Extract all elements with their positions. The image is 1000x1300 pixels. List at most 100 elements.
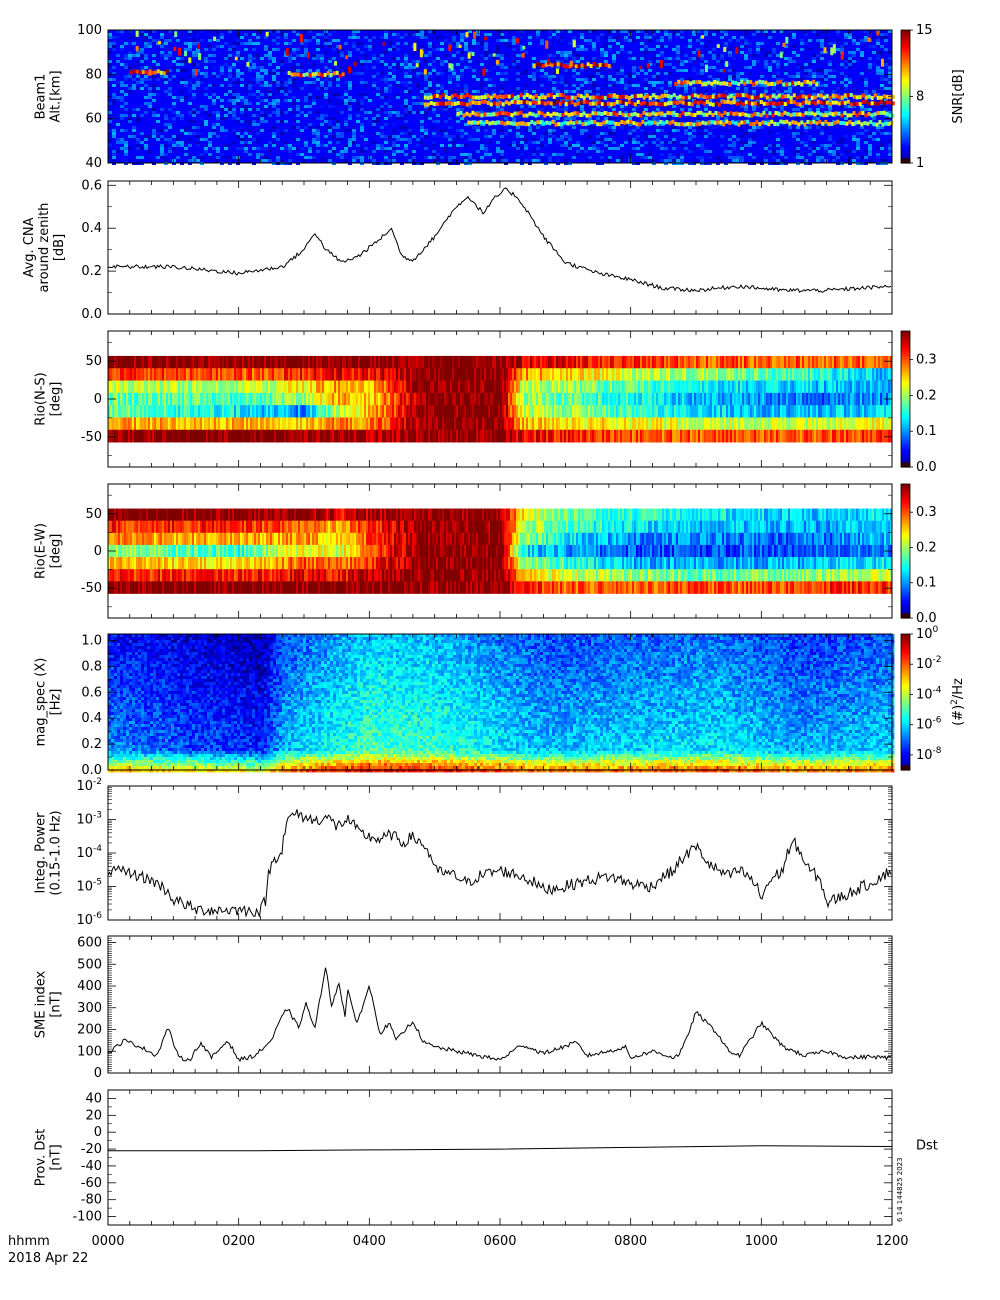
rio_ns-cell [648,417,651,431]
beam1-layer-cell [746,79,750,84]
rio_ns-cell [246,355,249,369]
rio_ns-cell [760,429,763,443]
rio_ns-cell [704,429,707,443]
rio_ns-cell [264,429,267,443]
rio_ew-cell [162,557,165,570]
rio_ew-cell [284,508,287,522]
rio_ns-cell [496,392,499,406]
rio_ew-cell [184,520,187,534]
rio_ns-cell [224,368,227,381]
rio_ew-cell [388,532,391,546]
rio_ns-cell [162,417,165,431]
beam1-layer-cell [573,102,577,107]
rio_ns-cell [790,380,793,394]
rio_ew-cell [158,508,161,522]
rio_ns-cell [572,429,575,443]
rio_ns-cell [548,355,551,369]
rio_ns-cell [594,355,597,369]
rio_ns-cell [142,392,145,406]
rio_ns-cell [810,355,813,369]
rio_ew-cell [330,569,333,582]
rio_ns-cell [640,392,643,406]
beam1-layer-cell [720,99,724,104]
beam1-layer-cell [488,121,492,126]
rio_ns-cell [424,355,427,369]
beam1-layer-cell [645,112,649,117]
rio_ew-cell [282,581,285,594]
rio_ew-cell [504,508,507,522]
beam1-layer-cell [648,112,652,117]
rio_ew-cell [418,532,421,546]
rio_ns-cell [116,368,119,381]
rio_ew-cell [374,544,377,558]
rio_ew-cell [194,581,197,594]
rio_ns-cell [628,380,631,394]
rio_ns-cell [562,355,565,369]
rio_ns-cell [856,429,859,443]
rio_ns-cell [222,405,225,418]
beam1-layer-cell [470,120,474,125]
rio_ns-cell [728,368,731,381]
rio_ns-cell [164,405,167,418]
rio_ew-cell [398,532,401,546]
rio_ns-cell [646,429,649,443]
rio_ew-cell [186,557,189,570]
rio_ew-cell [156,581,159,594]
rio_ns-cell [212,429,215,443]
rio_ew-cell [500,544,503,558]
rio_ns-cell [184,392,187,406]
rio_ew-cell [310,544,313,558]
rio_ns-cell [530,405,533,418]
beam1-layer-cell [686,80,690,85]
rio_ew-cell [462,544,465,558]
rio_ns-cell [448,405,451,418]
rio_ns-cell [742,417,745,431]
beam1-layer-cell [885,111,889,116]
rio_ns-cell [554,405,557,418]
rio_ns-cell [786,429,789,443]
rio_ns-cell [568,392,571,406]
rio_ns-cell [448,380,451,394]
beam1-layer-cell [827,121,831,126]
rio_ew-cell [146,544,149,558]
rio_ns-cell [638,417,641,431]
rio_ns-cell [414,429,417,443]
rio_ew-cell [366,557,369,570]
rio_ns-cell [208,429,211,443]
rio_ew-cell [348,520,351,534]
beam1-layer-cell [657,95,661,100]
rio_ns-cell [784,355,787,369]
rio_ew-cell [404,520,407,534]
rio_ew-cell [112,557,115,570]
rio_ns-cell [230,355,233,369]
rio_ew-cell [522,569,525,582]
rio_ns-cell [688,405,691,418]
beam1-layer-cell [554,122,558,127]
rio_ns-cell [520,417,523,431]
rio_ew-cell [374,532,377,546]
rio_ns-cell [226,392,229,406]
rio_ns-cell [866,380,869,394]
rio_ew-cell [162,532,165,546]
rio_ns-cell [594,368,597,381]
rio_ns-cell [242,380,245,394]
rio_ns-cell [742,355,745,369]
rio_ew-cell [228,581,231,594]
rio_ew-cell [484,569,487,582]
rio_ns-cell [408,405,411,418]
rio_ns-cell [378,368,381,381]
beam1-layer-cell [849,102,853,107]
rio_ns-cell [686,392,689,406]
rio_ns-cell [198,355,201,369]
beam1-layer-cell [524,122,528,127]
rio_ew-cell [252,557,255,570]
rio_ns-cell [300,392,303,406]
rio_ns-cell [422,355,425,369]
rio_ew-cell [530,532,533,546]
rio_ns-cell [618,417,621,431]
rio_ew-cell [136,569,139,582]
rio_ns-cell [804,368,807,381]
rio_ns-cell [806,368,809,381]
rio_ns-cell [828,355,831,369]
rio_ns-cell [790,405,793,418]
